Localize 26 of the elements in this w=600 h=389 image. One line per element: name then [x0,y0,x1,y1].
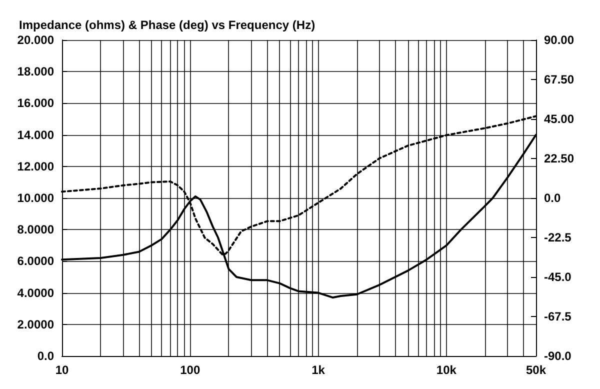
y-tick-label: 6.0000 [17,254,54,268]
y-tick-label: 10.000 [17,191,54,205]
y2-tick-label: -22.5 [544,230,572,244]
y2-tick-label: 90.00 [544,33,574,47]
x-tick-label: 100 [180,363,200,377]
x-tick-label: 1k [312,363,326,377]
y-tick-label: 0.0 [37,349,54,363]
y-tick-label: 18.000 [17,64,54,79]
y-tick-label: 16.000 [17,96,54,110]
y2-tick-label: -90.0 [544,349,572,363]
y-tick-label: 12.000 [17,159,54,174]
y-tick-label: 14.000 [17,128,54,142]
x-tick-label: 10k [436,363,457,377]
y-tick-label: 2.0000 [17,317,54,332]
y2-tick-label: 67.50 [544,72,574,86]
x-tick-label: 50k [526,363,546,377]
y2-tick-label: 0.0 [544,191,562,205]
y2-tick-label: 22.50 [544,152,574,166]
y2-tick-label: -45.0 [544,270,572,284]
y-tick-label: 20.000 [17,33,54,47]
chart-title: Impedance (ohms) & Phase (deg) vs Frequency (Hz) [19,18,316,32]
x-tick-label: 10 [55,363,69,377]
y-tick-label: 8.0000 [17,222,54,237]
y2-tick-label: 45.00 [544,112,574,126]
y2-tick-label: -67.5 [544,310,572,324]
y-tick-label: 4.0000 [17,286,54,300]
